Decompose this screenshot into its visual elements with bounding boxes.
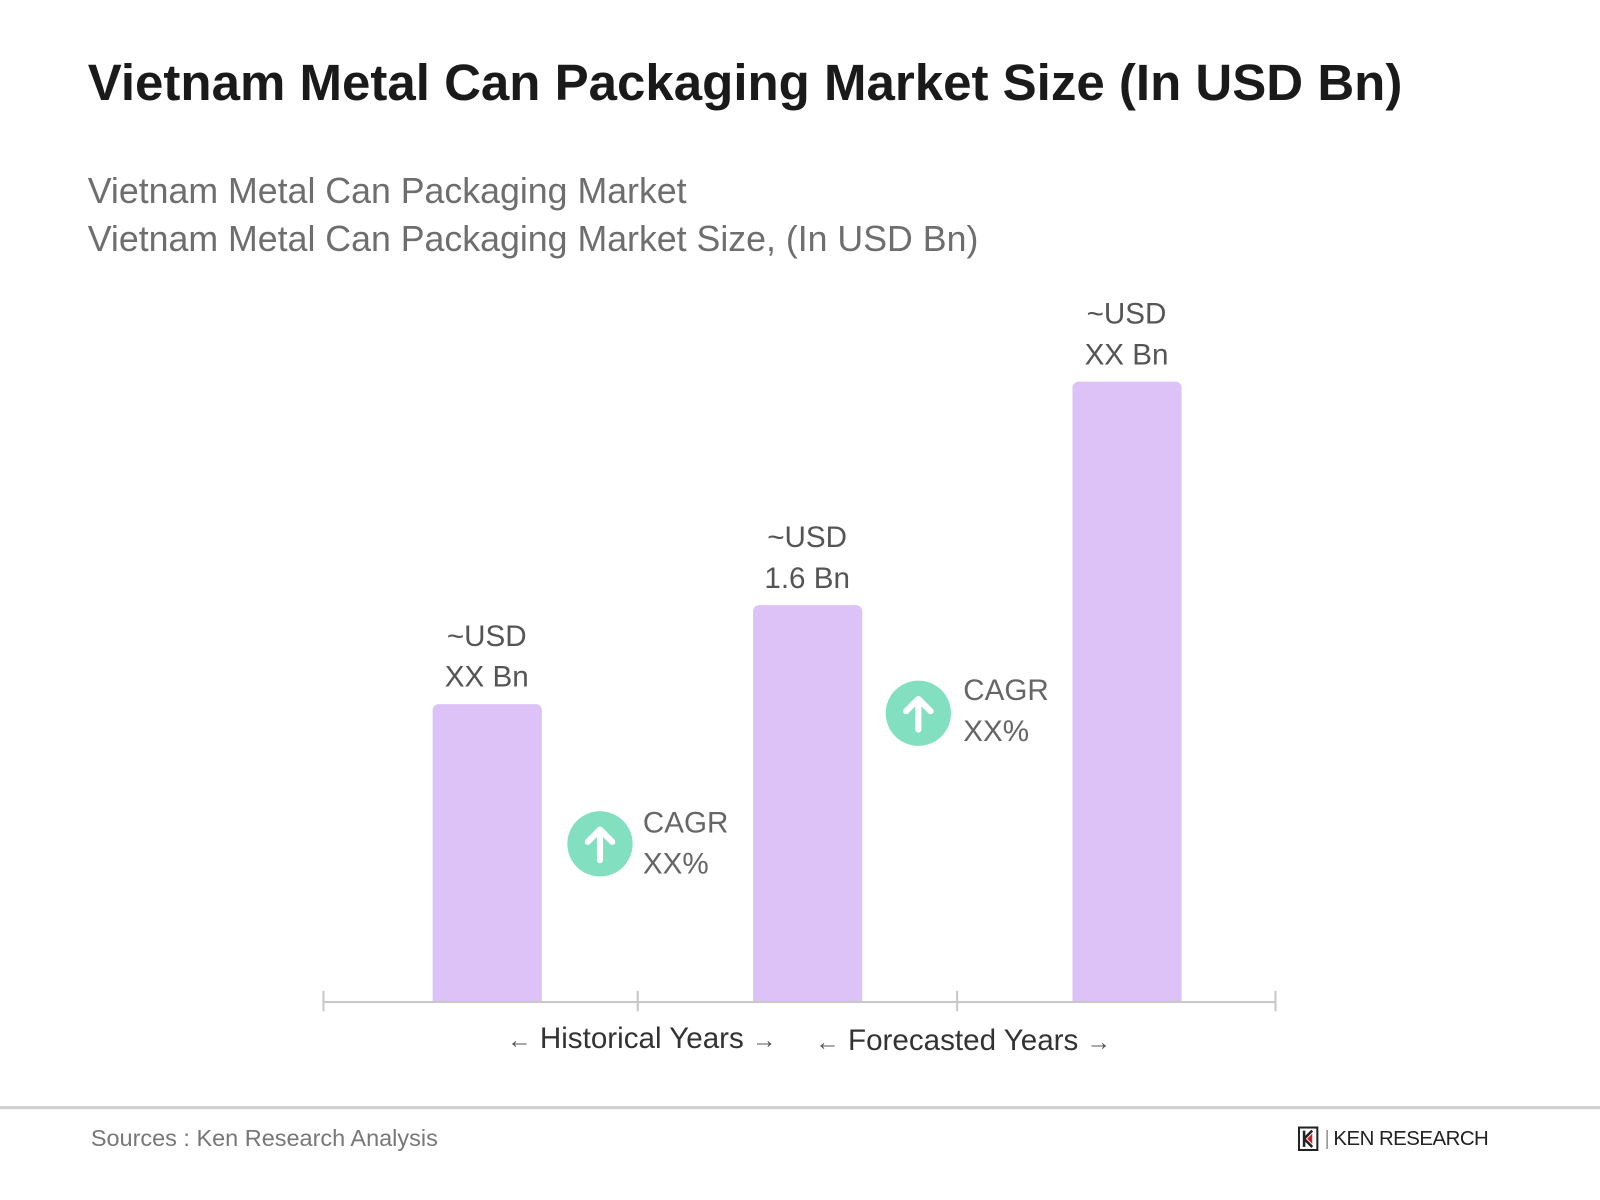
arrow-up-icon [567, 811, 633, 877]
chart-title: Vietnam Metal Can Packaging Market Size … [87, 54, 1403, 112]
logo-icon [1297, 1126, 1319, 1152]
bar [1071, 381, 1182, 1003]
bar [432, 704, 542, 1003]
data-label: ~USD 1.6 Bn [764, 521, 850, 595]
footer-divider [0, 1106, 1600, 1110]
bar [752, 605, 862, 1003]
chart-subtitle: Vietnam Metal Can Packaging Market [87, 171, 687, 212]
source-note: Sources : Ken Research Analysis [90, 1124, 438, 1152]
arrow-up-icon [885, 680, 952, 746]
axis-tick [956, 990, 959, 1012]
cagr-label: CAGR XX% [642, 807, 729, 881]
axis-tick [1274, 990, 1277, 1012]
chart-subtitle-2: Vietnam Metal Can Packaging Market Size,… [87, 219, 979, 260]
data-label: ~USD XX Bn [444, 620, 529, 695]
data-label: ~USD XX Bn [1084, 298, 1169, 372]
cagr-label: CAGR XX% [963, 674, 1049, 748]
ken-research-logo: | KEN RESEARCH [1297, 1126, 1489, 1152]
x-axis [322, 1001, 1277, 1004]
historical-years-label: ← Historical Years → [507, 1022, 777, 1056]
axis-tick [636, 990, 639, 1012]
forecasted-years-label: ← Forecasted Years → [815, 1024, 1112, 1058]
axis-tick [322, 990, 325, 1012]
